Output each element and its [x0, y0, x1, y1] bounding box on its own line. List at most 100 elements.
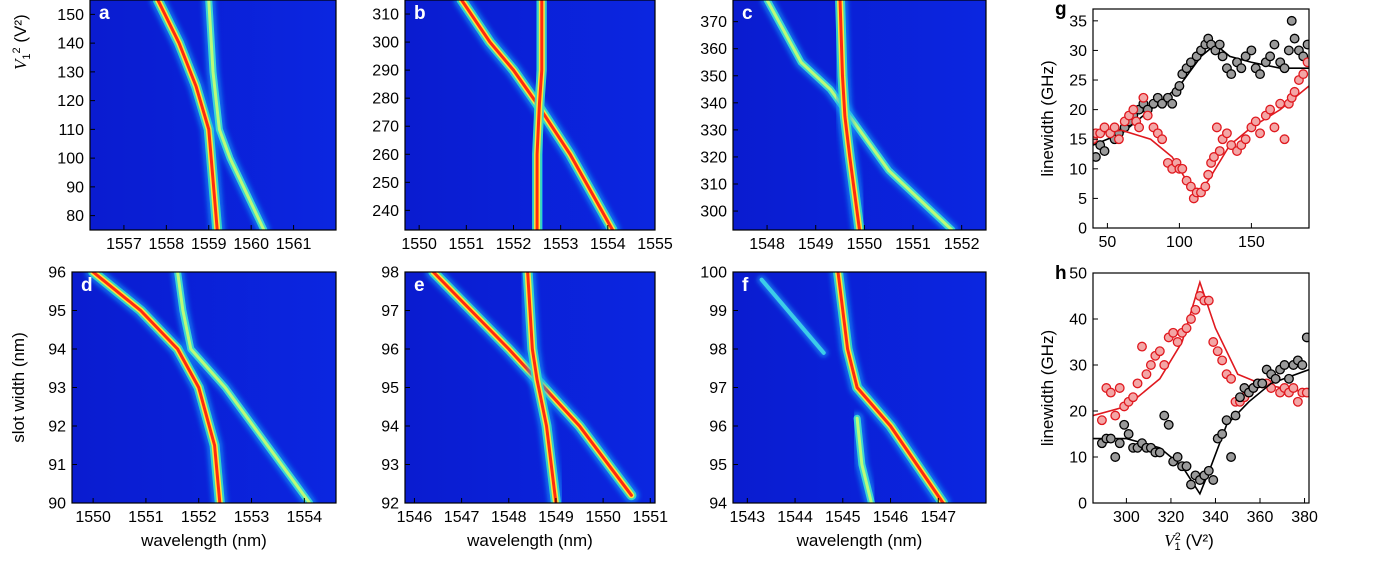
- x-tick-label: 320: [1158, 509, 1185, 526]
- x-tick-label: 380: [1291, 509, 1318, 526]
- label-sub: 1: [1175, 541, 1181, 553]
- plot-background: [1093, 273, 1309, 503]
- data-point-black: [1208, 475, 1219, 485]
- data-point-red: [1208, 337, 1219, 347]
- x-tick-label: 1544: [777, 509, 813, 526]
- data-point-black: [1255, 69, 1265, 80]
- y-tick-label: 15: [1069, 132, 1087, 149]
- x-tick-label: 1549: [798, 236, 834, 253]
- y-tick-label: 300: [372, 35, 399, 52]
- trace-1: [836, 272, 945, 503]
- data-point-red: [1217, 355, 1228, 366]
- data-point-red: [1105, 387, 1116, 398]
- data-point-red: [1214, 146, 1225, 157]
- scatter-data: [1093, 15, 1309, 204]
- x-tick-label: 1545: [825, 509, 861, 526]
- heatmap-traces: [149, 0, 271, 230]
- data-point-red: [1177, 163, 1188, 174]
- x-tick-label: 1548: [491, 509, 527, 526]
- data-point-red: [1203, 295, 1214, 306]
- trace-2: [855, 416, 873, 503]
- label-sup: 2: [1175, 531, 1181, 543]
- data-point-black: [1289, 33, 1300, 44]
- x-tick-label: 1550: [847, 236, 883, 253]
- y-tick-label: 340: [700, 95, 727, 112]
- x-tick-label: 1559: [191, 236, 227, 253]
- data-point-red: [1190, 304, 1201, 315]
- x-tick-label: 1557: [106, 236, 142, 253]
- data-point-black: [1163, 419, 1174, 430]
- data-point-black: [1154, 447, 1165, 458]
- panel-b: 1550 1551 1552 1553 1554 1555 240 250 260 270 280 2…: [372, 0, 673, 253]
- trace-0: [156, 0, 219, 230]
- data-point-red: [1212, 346, 1223, 357]
- data-point-red: [1221, 128, 1232, 139]
- trace-0: [431, 272, 633, 497]
- data-point-red: [1134, 122, 1145, 133]
- y-tick-label: 94: [709, 496, 727, 513]
- y-tick-label: 97: [709, 380, 727, 397]
- data-point-red: [1298, 69, 1309, 80]
- y-tick-label: 270: [372, 119, 399, 136]
- panel-letter: h: [1055, 263, 1067, 284]
- y-tick-label: 250: [372, 175, 399, 192]
- data-point-red: [1142, 110, 1153, 121]
- panel-letter: f: [742, 275, 749, 296]
- x-tick-label: 1553: [234, 509, 270, 526]
- data-point-red: [1096, 415, 1107, 426]
- data-point-red: [1157, 134, 1168, 145]
- data-point-black: [1203, 465, 1214, 476]
- data-point-red: [1288, 383, 1299, 393]
- x-tick-label: 1547: [920, 509, 956, 526]
- panel-c: 1548 1549 1550 1551 1552 300 310 320 330 340 350 36…: [700, 0, 987, 253]
- y-tick-label: 280: [372, 91, 399, 108]
- y-tick-label: 370: [700, 14, 727, 31]
- y-tick-label: 90: [48, 496, 66, 513]
- data-point-red: [1128, 104, 1139, 115]
- y-tick-label: 0: [1078, 221, 1087, 238]
- data-point-red: [1181, 323, 1192, 334]
- heatmap-traces: [760, 0, 959, 230]
- x-axis-label: wavelength (nm): [140, 531, 267, 550]
- data-point-red: [1137, 341, 1147, 352]
- data-point-black: [1279, 63, 1290, 74]
- y-tick-label: 92: [48, 419, 66, 436]
- data-point-red: [1113, 134, 1124, 145]
- data-point-red: [1289, 86, 1300, 97]
- y-tick-label: 99: [709, 303, 727, 320]
- data-point-black: [1301, 332, 1309, 343]
- data-point-black: [1105, 433, 1116, 444]
- x-tick-label: 1550: [75, 509, 111, 526]
- heatmap-traces: [757, 272, 952, 503]
- panel-d: 1550 1551 1552 1553 1554 90 91 92 93 94 95 96 d wavel…: [9, 265, 337, 550]
- y-tick-label: 5: [1078, 191, 1087, 208]
- data-point-black: [1297, 360, 1308, 370]
- data-point-red: [1275, 98, 1286, 109]
- x-tick-label: 1546: [397, 509, 433, 526]
- x-tick-label: 1553: [543, 236, 579, 253]
- panel-letter: c: [742, 3, 753, 24]
- y-tick-label: 91: [48, 457, 66, 474]
- y-tick-label: 350: [700, 68, 727, 85]
- data-point-red: [1141, 369, 1152, 380]
- y-tick-label: 96: [381, 342, 399, 359]
- y-tick-label: 95: [48, 303, 66, 320]
- data-point-red: [1128, 392, 1139, 403]
- label-sub: 1: [21, 53, 33, 59]
- y-tick-label: 98: [709, 342, 727, 359]
- data-point-red: [1186, 314, 1196, 324]
- y-tick-label: 290: [372, 63, 399, 80]
- data-point-black: [1174, 80, 1185, 91]
- data-point-black: [1246, 45, 1257, 56]
- data-point-black: [1181, 461, 1192, 472]
- y-tick-label: 240: [372, 203, 399, 220]
- y-tick-label: 20: [1069, 102, 1087, 119]
- data-point-red: [1226, 140, 1237, 151]
- data-point-black: [1284, 373, 1294, 384]
- x-tick-label: 1543: [730, 509, 766, 526]
- y-axis-label: V12 (V²): [11, 14, 33, 70]
- y-tick-label: 140: [57, 36, 84, 53]
- trace-1: [207, 0, 266, 230]
- data-point-red: [1209, 152, 1219, 162]
- heatmap-traces: [85, 272, 317, 503]
